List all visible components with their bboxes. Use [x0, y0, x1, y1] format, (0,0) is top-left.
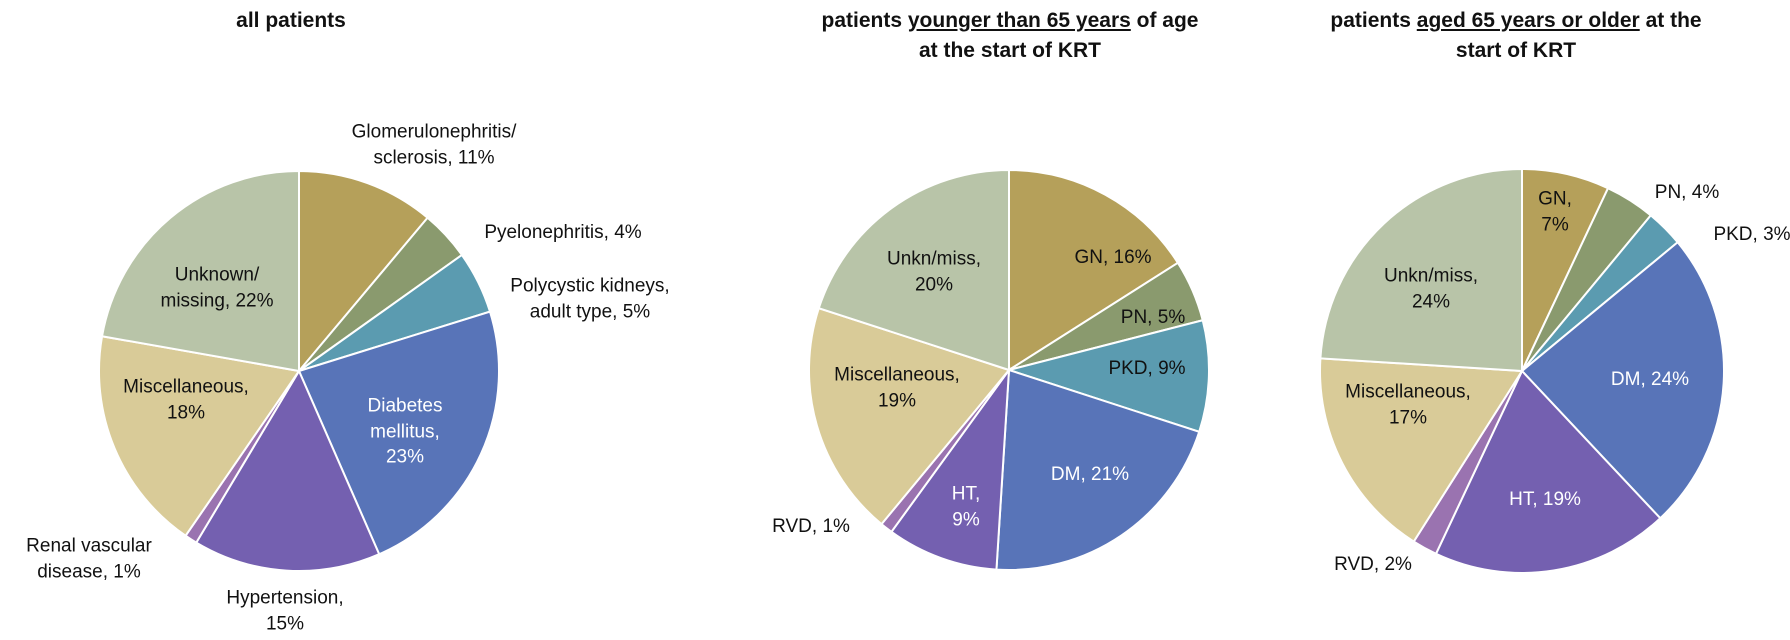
- slice-label: HT, 19%: [1445, 487, 1645, 513]
- category-label: GN,: [1074, 247, 1109, 269]
- value-label: 17%: [1388, 407, 1428, 428]
- value-label: 1%: [822, 516, 850, 538]
- category-label: Unknown/ missing,: [160, 264, 260, 311]
- slice-label: DM, 24%: [1550, 367, 1750, 393]
- slice-label: PN, 4%: [1587, 180, 1787, 206]
- title-part: patients: [1330, 9, 1411, 32]
- category-label: Miscellaneous,: [834, 364, 960, 386]
- value-label: 24%: [1411, 291, 1451, 312]
- category-label: PN,: [1120, 307, 1153, 329]
- value-label: 2%: [1384, 554, 1412, 576]
- value-label: 9%: [1158, 358, 1186, 380]
- slice-label: Pyelonephritis, 4%: [413, 220, 713, 246]
- category-label: RVD,: [1334, 554, 1380, 576]
- title-part: of age at the start of KRT: [918, 9, 1199, 63]
- value-label: 24%: [1651, 369, 1690, 391]
- slice-label: PN, 5%: [1053, 305, 1253, 331]
- value-label: 4%: [1691, 182, 1720, 204]
- value-label: 19%: [877, 390, 917, 411]
- slice-label: PKD, 9%: [1047, 356, 1247, 382]
- slice-label: GN, 16%: [1013, 245, 1213, 271]
- category-label: Renal vascular disease,: [26, 535, 152, 582]
- pie-slice: [995, 368, 1201, 571]
- category-label: Miscellaneous,: [123, 376, 249, 398]
- value-label: 16%: [1113, 247, 1152, 269]
- pie-slice: [1005, 319, 1210, 434]
- value-label: 1%: [113, 561, 141, 582]
- category-label: RVD,: [772, 516, 818, 538]
- category-label: Hypertension,: [226, 587, 344, 609]
- category-label: Diabetes mellitus,: [367, 395, 443, 443]
- pie-slice: [100, 169, 300, 373]
- slice-label: PKD, 3%: [1652, 222, 1790, 248]
- pie-slice: [1520, 240, 1725, 520]
- value-label: 19%: [1542, 489, 1581, 511]
- pie-slice: [817, 168, 1010, 372]
- category-label: DM,: [1610, 369, 1646, 391]
- title-part: younger than 65 years: [907, 9, 1131, 32]
- category-label: PN,: [1654, 182, 1687, 204]
- category-label: GN,: [1538, 188, 1572, 210]
- slice-label: Glomerulonephritis/ sclerosis, 11%: [329, 119, 539, 170]
- value-label: 4%: [614, 222, 642, 244]
- pie-slice: [194, 368, 381, 572]
- pie-slice: [297, 310, 500, 556]
- category-label: DM,: [1050, 464, 1086, 486]
- value-label: 5%: [622, 301, 651, 322]
- slice-label: Miscellaneous, 18%: [111, 374, 261, 425]
- title-part: patients: [821, 9, 903, 32]
- slice-label: Hypertension, 15%: [215, 585, 355, 636]
- slice-label: Polycystic kidneys, adult type, 5%: [490, 273, 690, 324]
- category-label: Unkn/miss,: [887, 248, 981, 270]
- category-label: Unkn/miss,: [1384, 265, 1478, 287]
- value-label: 23%: [385, 446, 425, 468]
- slice-label: Renal vascular disease, 1%: [9, 533, 169, 584]
- chart-title: patients younger than 65 years of age at…: [810, 6, 1210, 67]
- pie-slice: [1319, 167, 1523, 373]
- slice-label: HT, 9%: [944, 481, 989, 532]
- category-label: HT,: [951, 483, 981, 505]
- chart-title: patients aged 65 years or older at the s…: [1316, 6, 1716, 67]
- value-label: 9%: [952, 509, 980, 530]
- value-label: 20%: [914, 274, 954, 295]
- pie-slice: [298, 169, 429, 374]
- pie-slice: [890, 366, 1011, 571]
- slice-label: GN, 7%: [1533, 186, 1578, 237]
- slice-label: Miscellaneous, 19%: [822, 362, 972, 413]
- title-part: all patients: [236, 9, 346, 32]
- pie-slice: [1434, 369, 1662, 574]
- category-label: PKD,: [1713, 224, 1758, 246]
- value-label: 21%: [1091, 464, 1130, 486]
- category-label: HT,: [1509, 489, 1538, 511]
- slice-label: RVD, 1%: [711, 514, 911, 540]
- slice-label: Miscellaneous, 17%: [1333, 379, 1483, 430]
- value-label: 15%: [265, 613, 305, 634]
- title-part: at the start of KRT: [1455, 9, 1702, 63]
- slice-label: DM, 21%: [990, 462, 1190, 488]
- pie-slice: [808, 306, 1011, 526]
- pie-slice: [1008, 168, 1180, 372]
- slice-label: Diabetes mellitus, 23%: [360, 394, 450, 471]
- value-label: 22%: [235, 290, 274, 311]
- value-label: 3%: [1763, 224, 1790, 246]
- category-label: Glomerulonephritis/ sclerosis,: [351, 121, 517, 168]
- value-label: 18%: [166, 402, 206, 423]
- category-label: Polycystic kidneys, adult type,: [510, 275, 670, 322]
- pie-slice: [98, 335, 301, 538]
- pie-slice: [1319, 357, 1524, 543]
- slice-label: RVD, 2%: [1273, 552, 1473, 578]
- slice-label: Unknown/ missing, 22%: [147, 262, 287, 313]
- chart-title: all patients: [91, 6, 491, 36]
- value-label: 7%: [1541, 214, 1569, 235]
- slice-label: Unkn/miss, 24%: [1374, 263, 1489, 314]
- category-label: PKD,: [1108, 358, 1153, 380]
- slice-label: Unkn/miss, 20%: [877, 246, 992, 297]
- value-label: 11%: [457, 147, 495, 168]
- value-label: 5%: [1157, 307, 1186, 329]
- category-label: Miscellaneous,: [1345, 381, 1471, 403]
- category-label: Pyelonephritis,: [484, 222, 609, 244]
- title-part: aged 65 years or older: [1416, 9, 1640, 32]
